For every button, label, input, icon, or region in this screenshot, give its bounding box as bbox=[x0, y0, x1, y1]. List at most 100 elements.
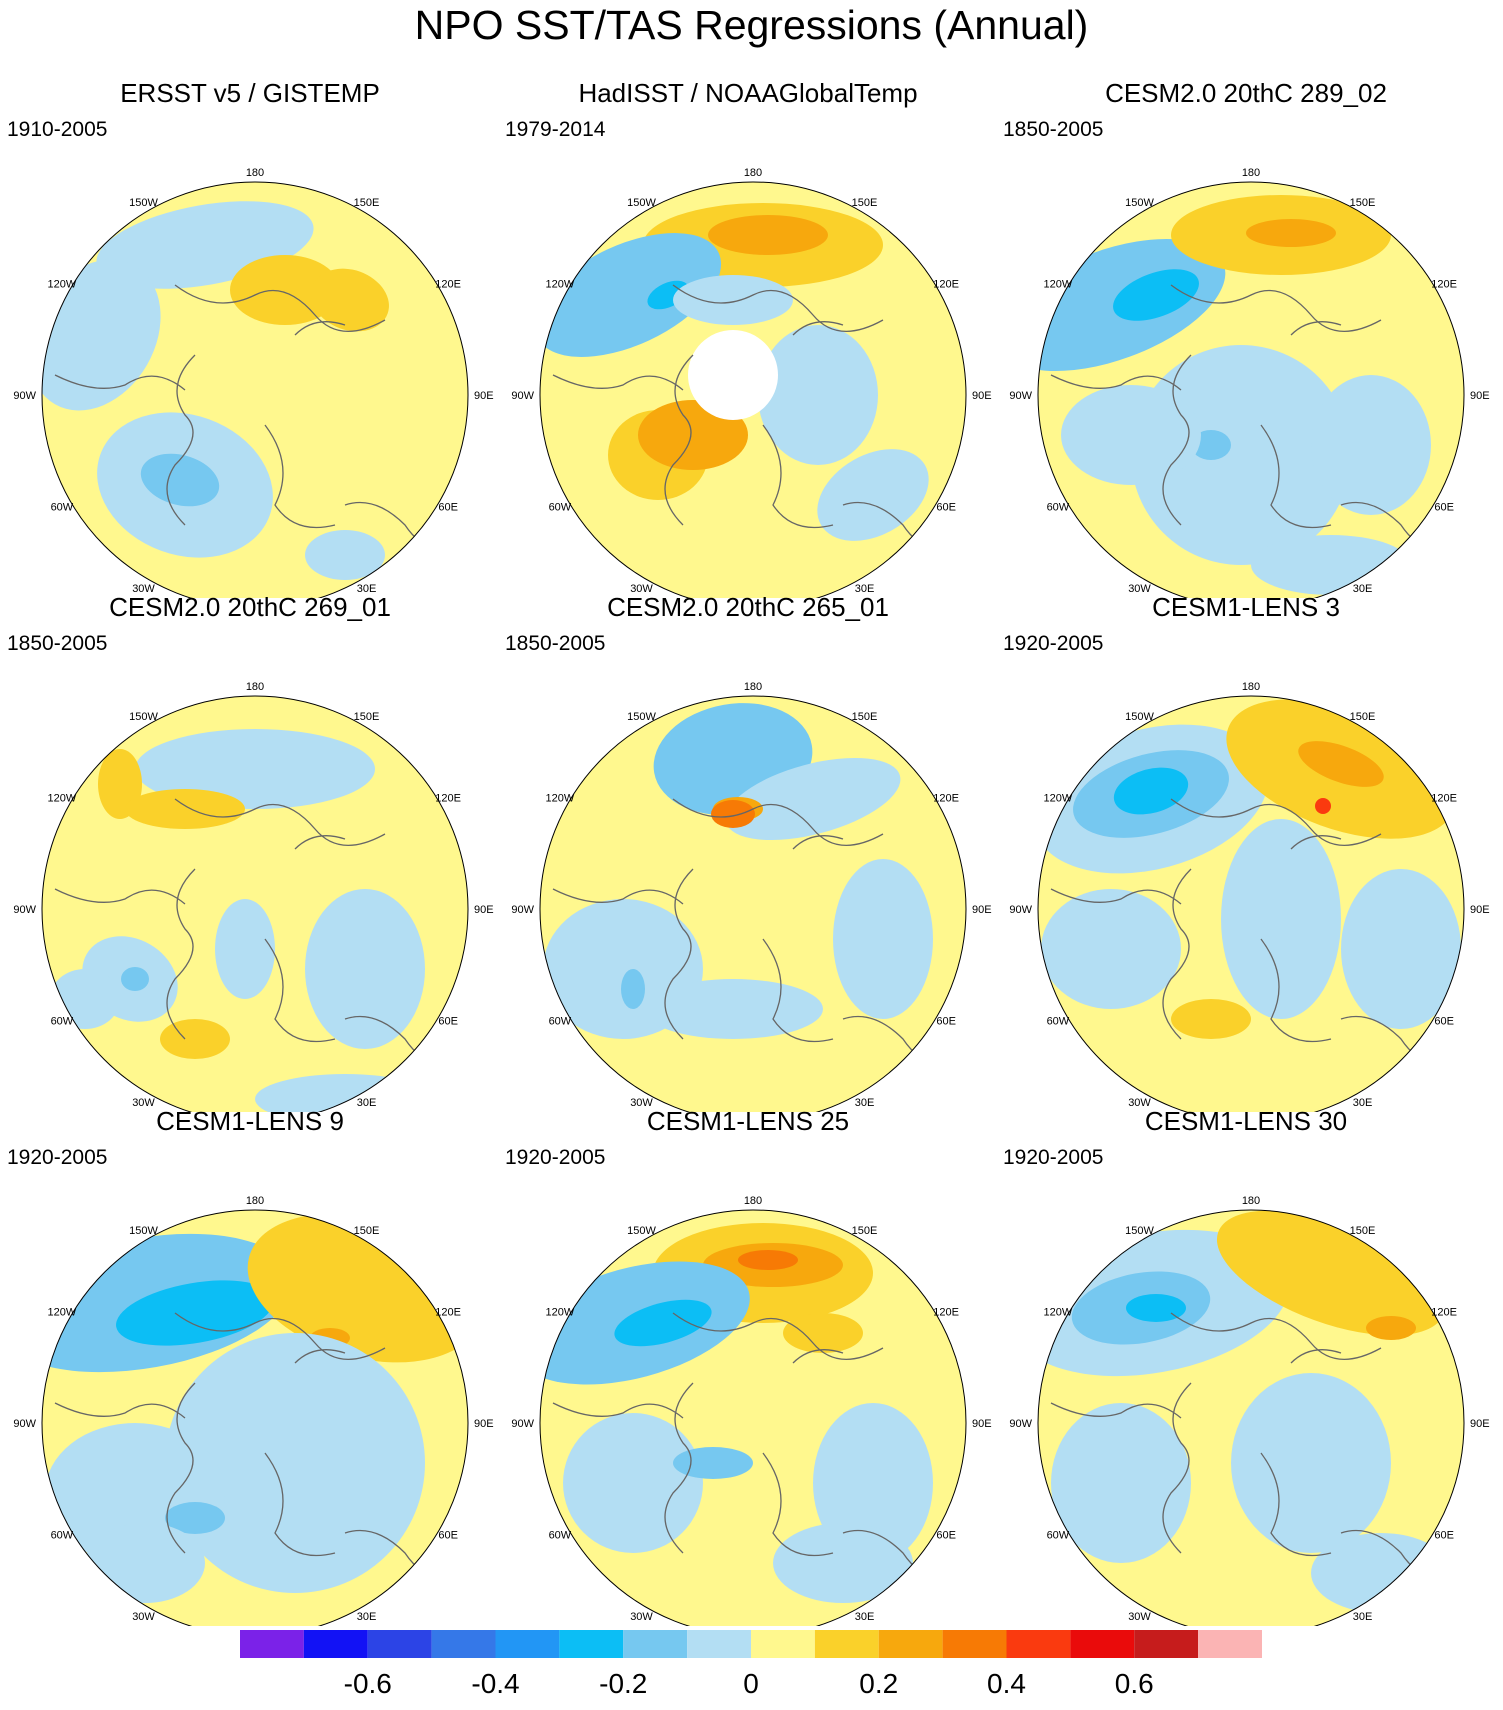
colorbar-cell bbox=[1006, 1630, 1071, 1658]
colorbar-cell bbox=[303, 1630, 368, 1658]
colorbar-tick-label: 0.2 bbox=[859, 1668, 898, 1699]
anomaly-contour bbox=[1051, 1403, 1191, 1563]
anomaly-contour bbox=[1366, 1316, 1416, 1340]
anomaly-contour bbox=[1061, 385, 1201, 485]
longitude-label: 30E bbox=[1353, 583, 1373, 595]
panel-title: CESM2.0 20thC 265_01 bbox=[607, 592, 889, 622]
map-panel: 180150E120E90E60E30E030W60W90W120W150WER… bbox=[0, 78, 500, 598]
coastline bbox=[54, 374, 186, 391]
panel-title: CESM2.0 20thC 289_02 bbox=[1105, 78, 1387, 108]
anomaly-contour bbox=[614, 1299, 712, 1347]
longitude-label: 180 bbox=[1242, 1195, 1260, 1207]
longitude-label: 30E bbox=[357, 1611, 377, 1623]
panel-period: 1850-2005 bbox=[7, 632, 108, 655]
panel-title: CESM2.0 20thC 269_01 bbox=[109, 592, 391, 622]
anomaly-contour bbox=[1311, 1533, 1451, 1613]
anomaly-contour bbox=[725, 757, 901, 841]
longitude-label: 30W bbox=[1128, 583, 1151, 595]
longitude-label: 150E bbox=[354, 1225, 380, 1237]
longitude-label: 90E bbox=[972, 1418, 992, 1430]
map-boundary bbox=[41, 1209, 469, 1626]
longitude-label: 30E bbox=[855, 1097, 875, 1109]
anomaly-contour bbox=[215, 899, 275, 999]
longitude-label: 150W bbox=[129, 1225, 158, 1237]
anomaly-contour bbox=[643, 979, 823, 1039]
anomaly-contour bbox=[708, 215, 828, 255]
longitude-label: 120W bbox=[1044, 793, 1073, 805]
coastline bbox=[1170, 798, 1382, 846]
anomaly-contour bbox=[1246, 219, 1336, 247]
longitude-label: 120W bbox=[48, 793, 77, 805]
colorbar-cell bbox=[559, 1630, 624, 1658]
anomaly-contour bbox=[621, 969, 645, 1009]
coastline bbox=[264, 424, 336, 529]
colorbar-cell bbox=[240, 1630, 304, 1658]
anomaly-contour bbox=[1041, 889, 1181, 1009]
longitude-label: 60E bbox=[1434, 502, 1454, 514]
anomaly-contour bbox=[305, 889, 425, 1049]
anomaly-contour bbox=[783, 1313, 863, 1353]
polar-map: 180150E120E90E60E30E030W60W90W120W150W bbox=[511, 1195, 992, 1626]
longitude-label: 120E bbox=[435, 1307, 461, 1319]
colorbar-cell bbox=[431, 1630, 496, 1658]
longitude-label: 120W bbox=[48, 1307, 77, 1319]
polar-map: 180150E120E90E60E30E030W60W90W120W150W bbox=[511, 167, 992, 598]
longitude-label: 120E bbox=[435, 279, 461, 291]
longitude-label: 120E bbox=[435, 793, 461, 805]
anomaly-contour bbox=[311, 268, 389, 332]
anomaly-contour bbox=[1113, 767, 1189, 815]
longitude-label: 180 bbox=[1242, 167, 1260, 179]
longitude-label: 60W bbox=[51, 502, 74, 514]
coastline bbox=[294, 321, 346, 336]
coastline bbox=[762, 1452, 834, 1557]
longitude-label: 180 bbox=[744, 1195, 762, 1207]
anomaly-contour bbox=[230, 255, 340, 325]
anomaly-contour bbox=[140, 453, 220, 507]
map-boundary bbox=[539, 1209, 967, 1626]
longitude-label: 150W bbox=[627, 711, 656, 723]
longitude-label: 90W bbox=[511, 390, 534, 402]
longitude-label: 60W bbox=[1047, 1016, 1070, 1028]
map-panel: 180150E120E90E60E30E030W60W90W120W150WCE… bbox=[498, 1106, 998, 1626]
longitude-label: 30E bbox=[357, 583, 377, 595]
longitude-label: 60E bbox=[936, 1530, 956, 1542]
anomaly-contour bbox=[1251, 535, 1411, 595]
longitude-label: 60W bbox=[1047, 1530, 1070, 1542]
coastline bbox=[1290, 835, 1342, 850]
longitude-label: 60E bbox=[936, 1016, 956, 1028]
map-boundary bbox=[539, 181, 967, 598]
longitude-label: 150W bbox=[129, 197, 158, 209]
longitude-label: 90W bbox=[511, 1418, 534, 1430]
longitude-label: 90W bbox=[511, 904, 534, 916]
panel-period: 1910-2005 bbox=[7, 118, 108, 141]
coastline bbox=[792, 321, 844, 336]
anomaly-contour bbox=[758, 325, 878, 465]
map-boundary bbox=[41, 695, 469, 1112]
longitude-label: 60W bbox=[549, 1530, 572, 1542]
coastline bbox=[672, 798, 884, 846]
coastline bbox=[672, 284, 884, 332]
longitude-label: 30E bbox=[357, 1097, 377, 1109]
longitude-label: 90W bbox=[13, 390, 36, 402]
longitude-label: 120W bbox=[1044, 279, 1073, 291]
coastline bbox=[762, 938, 834, 1043]
longitude-label: 90E bbox=[474, 390, 494, 402]
longitude-label: 30E bbox=[855, 1611, 875, 1623]
colorbar-tick-label: 0.6 bbox=[1115, 1668, 1154, 1699]
colorbar-cell bbox=[814, 1630, 879, 1658]
longitude-label: 30E bbox=[855, 583, 875, 595]
longitude-label: 120W bbox=[546, 793, 575, 805]
longitude-label: 60E bbox=[438, 502, 458, 514]
longitude-label: 120W bbox=[546, 279, 575, 291]
colorbar-cell bbox=[367, 1630, 432, 1658]
longitude-label: 60E bbox=[438, 1530, 458, 1542]
coastline bbox=[174, 798, 386, 846]
coastline bbox=[762, 424, 834, 529]
longitude-label: 150W bbox=[1125, 1225, 1154, 1237]
anomaly-contour bbox=[135, 729, 375, 809]
anomaly-contour bbox=[563, 1413, 703, 1553]
panel-title: CESM1-LENS 30 bbox=[1144, 1106, 1348, 1136]
longitude-label: 30W bbox=[630, 1611, 653, 1623]
coastline bbox=[1290, 321, 1342, 336]
longitude-label: 30W bbox=[630, 1097, 653, 1109]
